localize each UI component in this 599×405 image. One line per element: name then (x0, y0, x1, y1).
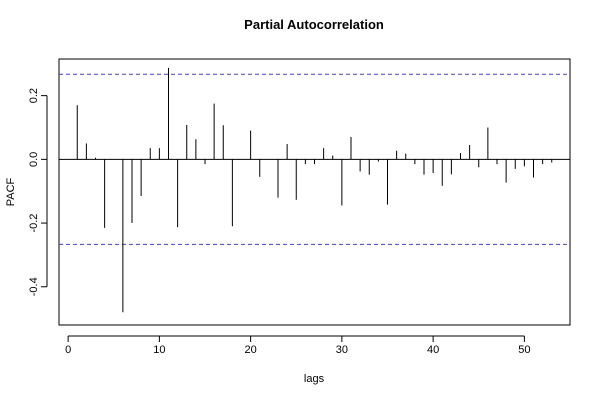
confidence-band (59, 73, 570, 245)
x-tick-label: 20 (245, 344, 257, 356)
y-tick-label: -0.4 (28, 277, 40, 296)
x-axis-label: lags (304, 373, 325, 385)
x-tick-label: 0 (65, 344, 71, 356)
x-tick-label: 30 (336, 344, 348, 356)
x-tick-label: 10 (153, 344, 165, 356)
x-tick-label: 40 (427, 344, 439, 356)
x-tick-label: 50 (518, 344, 530, 356)
pacf-bars (76, 67, 553, 313)
y-tick-label: 0.0 (28, 152, 40, 167)
plot-frame (58, 58, 571, 326)
x-axis: 0 10 20 30 40 50 (65, 335, 531, 356)
y-axis-label: PACF (5, 177, 17, 206)
chart-title: Partial Autocorrelation (244, 17, 384, 32)
y-tick-label: -0.2 (28, 214, 40, 233)
y-axis: -0.4 -0.2 0.0 0.2 (28, 88, 48, 296)
y-tick-label: 0.2 (28, 88, 40, 103)
